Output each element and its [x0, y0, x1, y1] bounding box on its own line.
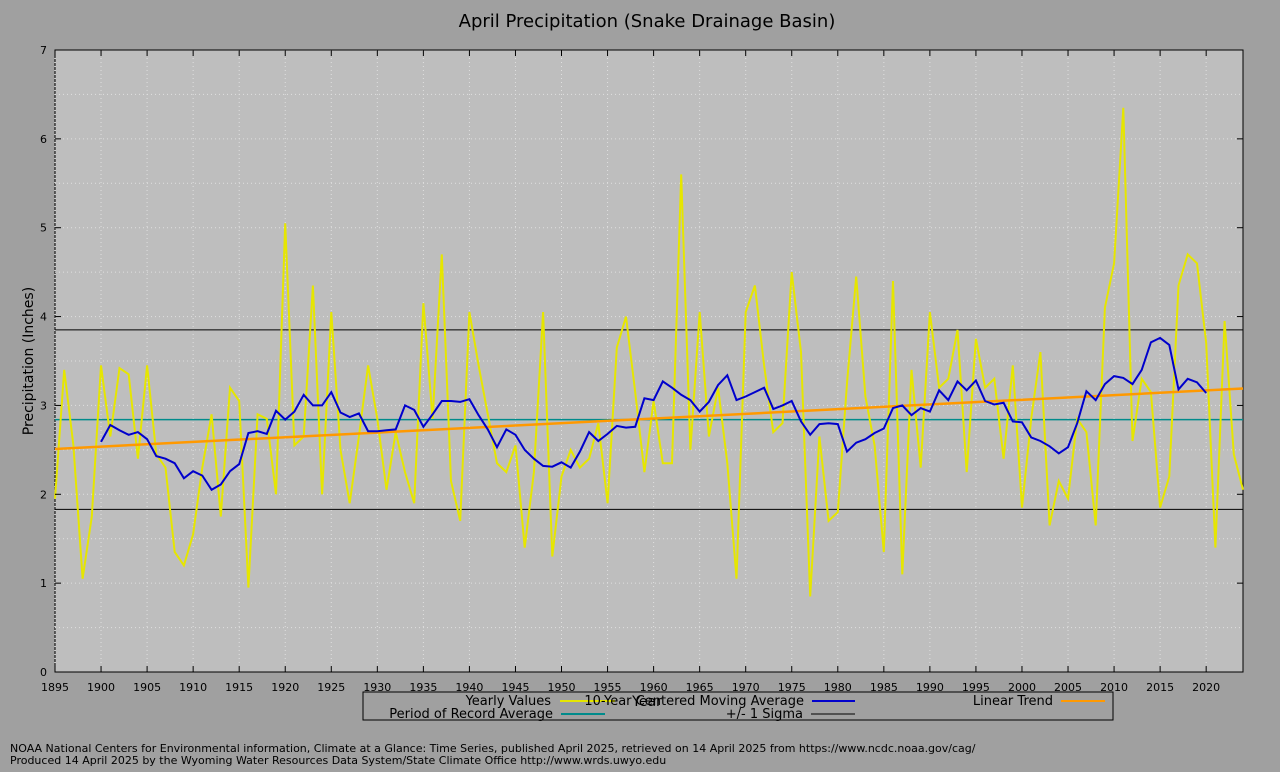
chart-title: April Precipitation (Snake Drainage Basi… [459, 11, 836, 32]
x-tick-label: 1975 [778, 681, 806, 694]
legend-label-average: Period of Record Average [389, 707, 553, 722]
x-tick-label: 1965 [686, 681, 714, 694]
yearly-values-line [54, 107, 1244, 597]
x-tick-label: 1935 [409, 681, 437, 694]
x-tick-label: 1950 [548, 681, 576, 694]
linear-trend-line [54, 387, 1244, 451]
plot-area [54, 49, 1244, 673]
footer-line-2: Produced 14 April 2025 by the Wyoming Wa… [10, 754, 666, 767]
axis-ticks: 0 1 2 3 4 5 6 7 1895 1900 1905 1910 1915 1920 1925 1930… [40, 44, 1243, 694]
x-tick-label: 1910 [179, 681, 207, 694]
footer-line-1: NOAA National Centers for Environmental … [10, 742, 976, 755]
legend-label-moving: 10-Year Centered Moving Average [584, 694, 804, 709]
y-tick-label: 6 [40, 133, 47, 146]
y-tick-label: 1 [40, 577, 47, 590]
x-tick-label: 1905 [133, 681, 161, 694]
x-tick-label: 2005 [1054, 681, 1082, 694]
x-tick-label: 2010 [1100, 681, 1128, 694]
x-tick-label: 1925 [317, 681, 345, 694]
series-lines [54, 107, 1244, 597]
legend-label-sigma: +/- 1 Sigma [726, 707, 803, 722]
x-tick-label: 2000 [1008, 681, 1036, 694]
moving-average-line [100, 336, 1207, 492]
x-tick-label: 1915 [225, 681, 253, 694]
x-tick-label: 1960 [640, 681, 668, 694]
legend: Yearly Values 10-Year Centered Moving Av… [362, 691, 1114, 722]
x-tick-label: 1940 [455, 681, 483, 694]
x-tick-label: 1955 [594, 681, 622, 694]
y-tick-label: 4 [40, 311, 47, 324]
x-tick-label: 1985 [870, 681, 898, 694]
x-tick-label: 2020 [1192, 681, 1220, 694]
x-tick-label: 1920 [271, 681, 299, 694]
x-tick-label: 1980 [824, 681, 852, 694]
x-tick-label: 1900 [87, 681, 115, 694]
y-axis-label: Precipitation (Inches) [21, 287, 37, 435]
x-tick-label: 1990 [916, 681, 944, 694]
x-tick-label: 1995 [962, 681, 990, 694]
legend-box [362, 691, 1114, 721]
x-tick-label: 1930 [363, 681, 391, 694]
legend-label-yearly: Yearly Values [465, 694, 552, 709]
y-tick-label: 7 [40, 44, 47, 57]
y-tick-label: 0 [40, 666, 47, 679]
x-tick-label: 2015 [1146, 681, 1174, 694]
y-tick-label: 3 [40, 399, 47, 412]
y-tick-label: 2 [40, 488, 47, 501]
x-axis-label: Year [631, 694, 662, 710]
x-tick-label: 1945 [501, 681, 529, 694]
x-tick-label: 1895 [41, 681, 69, 694]
legend-label-trend: Linear Trend [973, 694, 1053, 709]
x-tick-label: 1970 [732, 681, 760, 694]
y-tick-label: 5 [40, 222, 47, 235]
